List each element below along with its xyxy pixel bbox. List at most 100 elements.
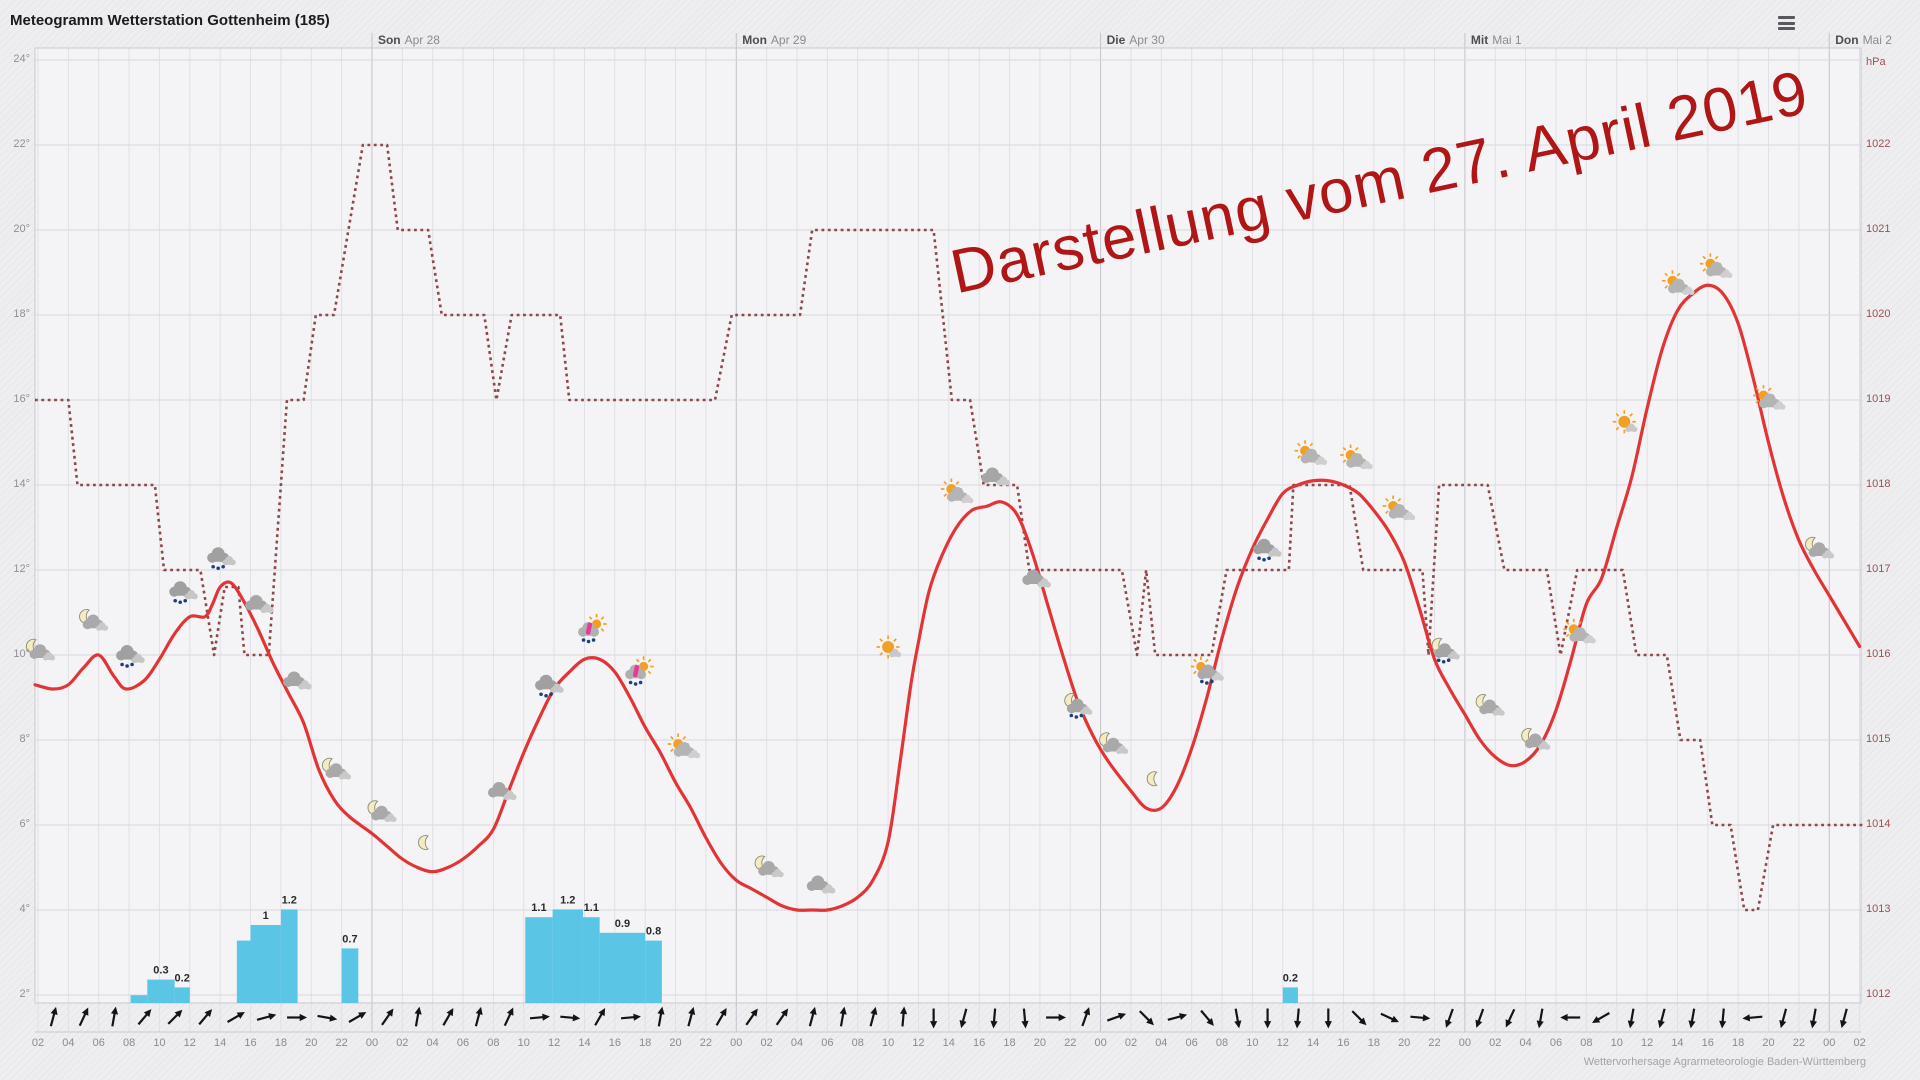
wind-arrow (1505, 1008, 1516, 1028)
wind-arrow (49, 1006, 58, 1027)
time-axis-label: 06 (92, 1037, 105, 1049)
weather-icon-sun-cloud (940, 478, 974, 504)
time-axis-label: 00 (730, 1037, 743, 1049)
wind-arrow (198, 1009, 213, 1026)
pressure-axis-label: 1016 (1866, 648, 1891, 660)
precip-value-label: 0.2 (1283, 972, 1298, 984)
temp-axis-label: 6° (19, 818, 30, 830)
time-axis-label: 20 (669, 1037, 682, 1049)
wind-arrow (317, 1014, 338, 1022)
weather-icon-cloud-rain (535, 674, 564, 698)
precip-value-label: 1.2 (282, 894, 297, 906)
weather-icon-moon-cloud (1099, 732, 1129, 755)
weather-icon-sun-cloud (1699, 253, 1733, 279)
temp-axis-label: 22° (13, 138, 30, 150)
wind-arrow (226, 1012, 245, 1023)
time-axis-label: 16 (244, 1037, 257, 1049)
wind-arrow (1840, 1008, 1848, 1029)
time-axis-label: 20 (1762, 1037, 1775, 1049)
weather-icon-sun-cloud (667, 733, 701, 759)
wind-arrow (1294, 1008, 1302, 1029)
time-axis-label: 12 (1640, 1037, 1654, 1049)
weather-icon-cloud (283, 671, 312, 690)
time-axis-label: 22 (699, 1037, 713, 1049)
precip-bar (174, 987, 190, 1003)
pressure-axis-label: 1017 (1866, 563, 1891, 575)
wind-arrow (474, 1006, 483, 1027)
wind-arrow (745, 1008, 758, 1026)
wind-arrow (529, 1013, 550, 1021)
time-axis-label: 18 (639, 1037, 652, 1049)
weather-icon-cloud-rain (207, 547, 236, 571)
menu-icon[interactable] (1778, 16, 1798, 34)
weather-icon-sun-rain-mix (578, 613, 607, 644)
wind-arrow (560, 1014, 581, 1022)
wind-arrow (594, 1007, 606, 1026)
day-label: Mit Mai 1 (1470, 33, 1522, 47)
precip-bar (130, 995, 148, 1003)
precip-bar (341, 948, 359, 1003)
precip-value-label: 1 (263, 910, 269, 922)
wind-arrow (1688, 1008, 1696, 1029)
time-axis-label: 06 (1549, 1037, 1563, 1049)
wind-arrow (1046, 1013, 1067, 1022)
precipitation-series: 0.3 0.2 1 1.2 0.7 1.1 1.2 1.1 0.9 0.8 0.2 (130, 894, 1298, 1003)
weather-icon-moon-cloud (1805, 536, 1835, 559)
wind-arrow (1560, 1013, 1581, 1022)
pressure-axis-label: 1013 (1866, 903, 1891, 915)
time-axis-label: 12 (183, 1037, 196, 1049)
precip-value-label: 0.9 (615, 918, 630, 930)
menu-bar (1778, 21, 1795, 25)
precip-value-label: 1.2 (560, 894, 575, 906)
time-axis-label: 08 (122, 1037, 136, 1049)
wind-arrow (959, 1008, 968, 1029)
pressure-axis-label: 1020 (1866, 308, 1891, 320)
time-axis-label: 02 (1124, 1037, 1138, 1049)
wind-arrow (687, 1006, 696, 1027)
time-axis-label: 20 (305, 1037, 318, 1049)
weather-icon-cloud (806, 875, 836, 894)
weather-icon-moon-cloud (1521, 728, 1551, 750)
wind-arrow (348, 1012, 367, 1023)
precip-bar (280, 909, 298, 1003)
weather-icon-sun-cloud (1563, 618, 1596, 644)
precip-value-label: 0.2 (175, 972, 190, 984)
time-axis-label: 04 (790, 1037, 804, 1049)
precip-bar (552, 909, 583, 1003)
time-axis-label: 06 (821, 1037, 834, 1049)
precip-bar (236, 940, 251, 1003)
time-axis-label: 00 (365, 1037, 379, 1049)
wind-arrow (1809, 1008, 1817, 1029)
temp-axis-label: 10° (13, 648, 30, 660)
wind-arrow (775, 1008, 789, 1026)
wind-arrow (657, 1006, 665, 1027)
time-axis-label: 10 (1610, 1037, 1623, 1049)
wind-arrow (839, 1006, 847, 1027)
weather-icon-sun-cloud (1294, 440, 1328, 466)
weather-icon-sun-cloud (1661, 270, 1695, 296)
time-axis-label: 20 (1398, 1037, 1411, 1049)
wind-arrow (869, 1006, 878, 1027)
wind-arrow (1021, 1008, 1029, 1029)
time-axis-label: 00 (1823, 1037, 1836, 1049)
precip-value-label: 1.1 (584, 902, 599, 914)
time-axis-label: 12 (1276, 1037, 1289, 1049)
weather-icon-moon-cloud (754, 855, 784, 878)
wind-arrow (1200, 1009, 1214, 1026)
time-axis-label: 10 (881, 1037, 895, 1049)
time-axis-label: 16 (973, 1037, 986, 1049)
wind-arrow (1719, 1008, 1727, 1029)
pressure-axis-label: 1018 (1866, 478, 1891, 490)
wind-arrow (137, 1009, 152, 1026)
wind-arrow (620, 1013, 641, 1021)
time-axis-label: 06 (456, 1037, 470, 1049)
wind-arrow (899, 1006, 908, 1027)
wind-arrow (1657, 1008, 1666, 1029)
wind-arrow (414, 1006, 422, 1027)
time-axis-label: 10 (1246, 1037, 1259, 1049)
weather-icon-cloud-rain (1253, 538, 1282, 562)
weather-icon-moon-cloud (79, 609, 109, 631)
weather-icon-moon-cloud-rain (1431, 637, 1460, 664)
wind-arrow (167, 1009, 183, 1025)
